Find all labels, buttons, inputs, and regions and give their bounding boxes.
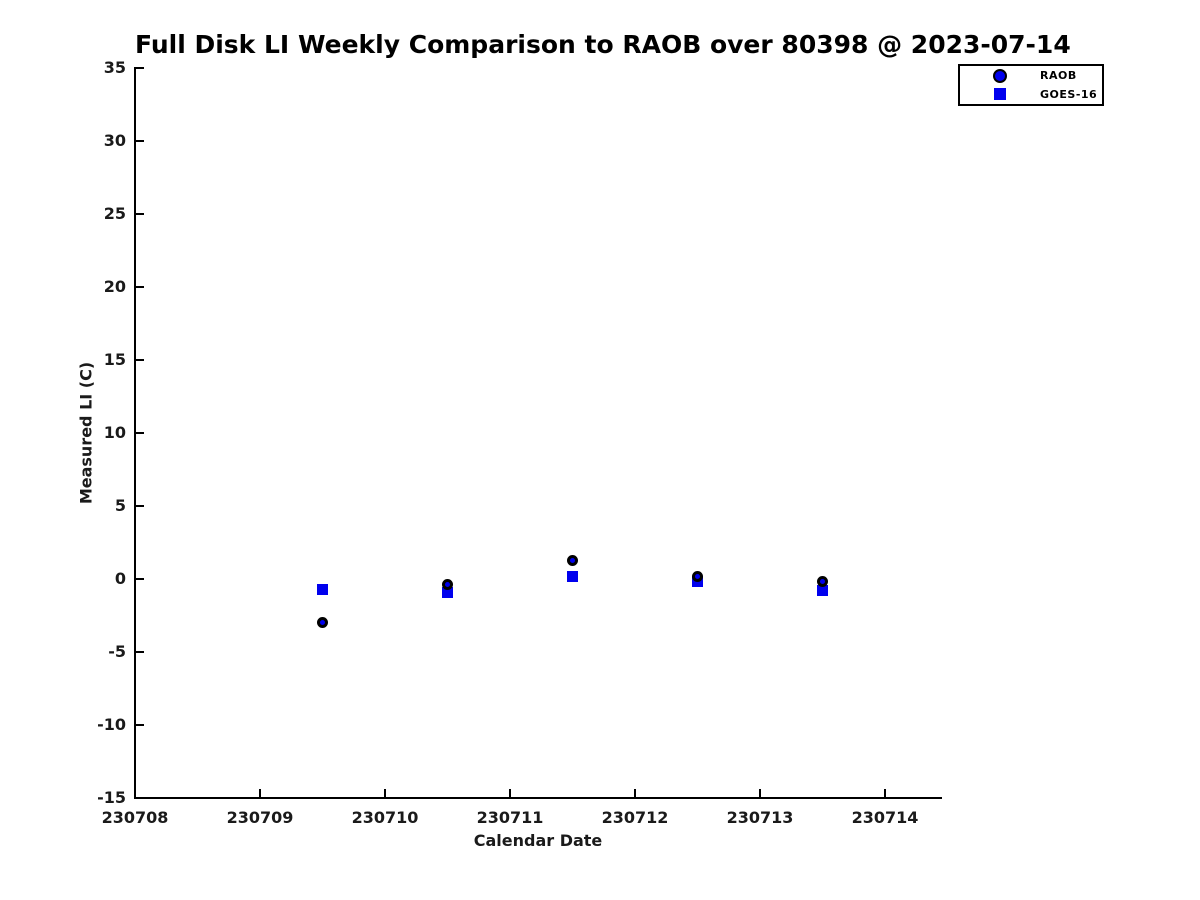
- raob-data-point: [817, 576, 828, 588]
- raob-data-point: [442, 579, 453, 591]
- legend-label-raob: RAOB: [1040, 69, 1077, 82]
- legend-entry-raob: RAOB: [960, 66, 1102, 85]
- y-tick-mark: [136, 67, 144, 69]
- x-tick-label: 230712: [601, 808, 669, 827]
- x-tick-label: 230709: [226, 808, 294, 827]
- y-tick-mark: [136, 213, 144, 215]
- y-tick-mark: [136, 651, 144, 653]
- goes16-data-point: [317, 583, 328, 595]
- y-tick-mark: [136, 432, 144, 434]
- goes16-square-marker-icon: [994, 88, 1006, 100]
- y-tick-label: 30: [103, 131, 126, 150]
- raob-data-point: [317, 617, 328, 629]
- y-tick-mark: [136, 286, 144, 288]
- x-tick-label: 230710: [351, 808, 419, 827]
- x-tick-mark: [134, 789, 136, 797]
- y-tick-label: -5: [108, 642, 126, 661]
- goes16-data-point: [567, 570, 578, 582]
- x-tick-mark: [634, 789, 636, 797]
- raob-circle-marker-icon: [993, 69, 1007, 83]
- legend-entry-goes16: GOES-16: [960, 85, 1102, 104]
- legend-label-goes16: GOES-16: [1040, 88, 1098, 101]
- x-tick-mark: [759, 789, 761, 797]
- x-tick-label: 230713: [726, 808, 794, 827]
- goes16-data-point: [442, 586, 453, 598]
- y-tick-label: 35: [103, 58, 126, 77]
- x-tick-label: 230714: [851, 808, 919, 827]
- y-tick-label: -15: [97, 788, 126, 807]
- x-tick-mark: [884, 789, 886, 797]
- x-axis-label: Calendar Date: [473, 831, 603, 850]
- x-tick-mark: [259, 789, 261, 797]
- raob-data-point: [567, 554, 578, 566]
- y-tick-mark: [136, 505, 144, 507]
- y-tick-label: 25: [103, 204, 126, 223]
- y-tick-label: 20: [103, 277, 126, 296]
- y-tick-mark: [136, 140, 144, 142]
- y-tick-mark: [136, 724, 144, 726]
- x-tick-label: 230708: [101, 808, 169, 827]
- y-tick-mark: [136, 359, 144, 361]
- y-axis-spine: [134, 67, 136, 799]
- y-tick-label: 0: [114, 569, 126, 588]
- x-axis-spine: [134, 797, 942, 799]
- y-tick-label: 5: [114, 496, 126, 515]
- y-tick-label: 15: [103, 350, 126, 369]
- raob-data-point: [692, 570, 703, 582]
- legend: RAOB GOES-16: [958, 64, 1104, 106]
- y-tick-mark: [136, 797, 144, 799]
- x-tick-mark: [384, 789, 386, 797]
- chart-title: Full Disk LI Weekly Comparison to RAOB o…: [135, 30, 1071, 59]
- y-tick-label: 10: [103, 423, 126, 442]
- x-tick-mark: [509, 789, 511, 797]
- goes16-data-point: [817, 585, 828, 597]
- goes16-data-point: [692, 576, 703, 588]
- y-tick-mark: [136, 578, 144, 580]
- y-tick-label: -10: [97, 715, 126, 734]
- x-tick-label: 230711: [476, 808, 544, 827]
